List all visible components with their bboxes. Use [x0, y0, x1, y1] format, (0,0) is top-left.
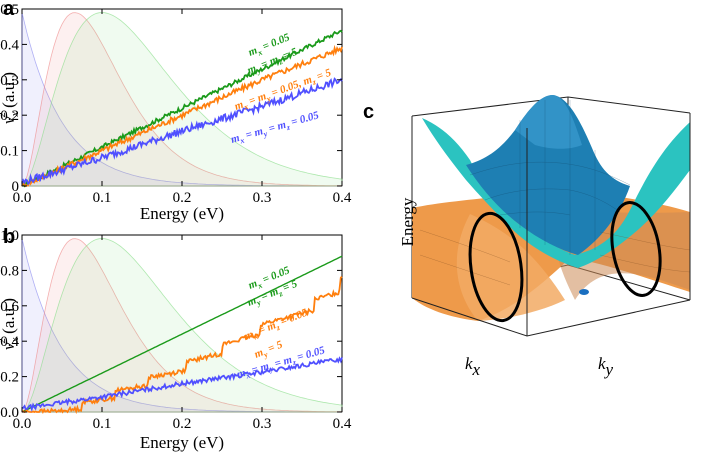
series-line-orange-b — [21, 275, 343, 415]
y-tick-label-a: 0 — [12, 179, 20, 195]
panel-letter-a: a — [3, 0, 15, 20]
ky-axis-label: ky — [598, 354, 614, 379]
y-tick-label-b: 0.4 — [0, 334, 19, 350]
x-tick-label-b: 0.1 — [93, 416, 112, 432]
distribution-green-b — [21, 238, 343, 413]
y-tick-label-a: 0.5 — [0, 2, 19, 18]
panel-b: b 0.0 0.1 0.2 0.3 0.4 0.0 0.2 0.4 0.6 0.8 1.0 Ener… — [0, 226, 352, 452]
background-distributions-a — [21, 12, 343, 187]
x-tick-label-b: 0.4 — [333, 416, 352, 432]
series-line-green-a — [21, 29, 343, 188]
x-tick-label-a: 0.0 — [13, 190, 32, 206]
y-axis-title-a: vx2 (a.u.) — [0, 72, 21, 124]
background-distributions-b — [21, 238, 343, 413]
y-tick-label-b: 1.0 — [0, 228, 19, 244]
surface-mesh — [419, 100, 691, 286]
distribution-green-a — [21, 12, 343, 187]
x-axis-title-a: Energy (eV) — [140, 204, 224, 223]
y-tick-label-b: 0.8 — [0, 263, 19, 279]
upper-band-surface — [422, 95, 690, 268]
ticks-b: 0.0 0.1 0.2 0.3 0.4 0.0 0.2 0.4 0.6 0.8 1.0 — [0, 228, 352, 432]
highlight-ellipse-right — [610, 201, 662, 297]
y-tick-label-a: 0.4 — [0, 37, 19, 53]
series-line-orange-a — [21, 44, 343, 188]
distribution-red-b — [21, 238, 343, 413]
series-line-blue-b — [22, 356, 343, 413]
y-axis-title-b: vx2 (a.u.) — [0, 298, 21, 350]
panel-c: c — [363, 95, 691, 379]
x-axis-title-b: Energy (eV) — [140, 433, 224, 452]
panel-letter-b: b — [3, 226, 15, 248]
box-front-edges — [411, 113, 691, 337]
y-tick-label-a: 0.2 — [0, 108, 19, 124]
y-tick-label-a: 0.3 — [0, 73, 19, 89]
ticks-a: 0.0 0.1 0.2 0.3 0.4 0 0.1 0.2 0.3 0.4 0.5 — [0, 2, 352, 206]
y-tick-label-b: 0.2 — [0, 370, 19, 386]
x-tick-label-b: 0.2 — [173, 416, 192, 432]
x-tick-label-a: 0.4 — [333, 190, 352, 206]
y-tick-label-b: 0.0 — [0, 405, 19, 421]
distribution-red-a — [21, 12, 343, 187]
annotation-b-orange-1: mx = mz = 0.05 — [243, 306, 311, 344]
y-tick-label-b: 0.6 — [0, 299, 19, 315]
annotation-a-green-2: my = mz = 5 — [246, 46, 301, 79]
series-line-blue-a — [21, 77, 343, 186]
energy-axis-label: Energy — [398, 197, 417, 246]
x-tick-label-a: 0.2 — [173, 190, 192, 206]
band-touch-point — [579, 289, 589, 295]
annotation-a-blue: mx = my = mz = 0.05 — [230, 109, 322, 148]
panel-a: a 0.0 0.1 0.2 0.3 0.4 0 0.1 0.2 0.3 0.4 0.5 Energy… — [0, 0, 352, 223]
series-group-a — [21, 29, 343, 188]
x-tick-label-b: 0.0 — [13, 416, 32, 432]
x-tick-label-a: 0.3 — [253, 190, 272, 206]
panel-letter-c: c — [363, 101, 374, 123]
highlight-ellipse-left — [468, 211, 524, 323]
y-tick-label-a: 0.1 — [0, 144, 19, 160]
x-tick-label-b: 0.3 — [253, 416, 272, 432]
x-tick-label-a: 0.1 — [93, 190, 112, 206]
kx-axis-label: kx — [465, 354, 481, 379]
series-line-green-b — [21, 255, 343, 413]
series-group-b — [21, 255, 343, 415]
